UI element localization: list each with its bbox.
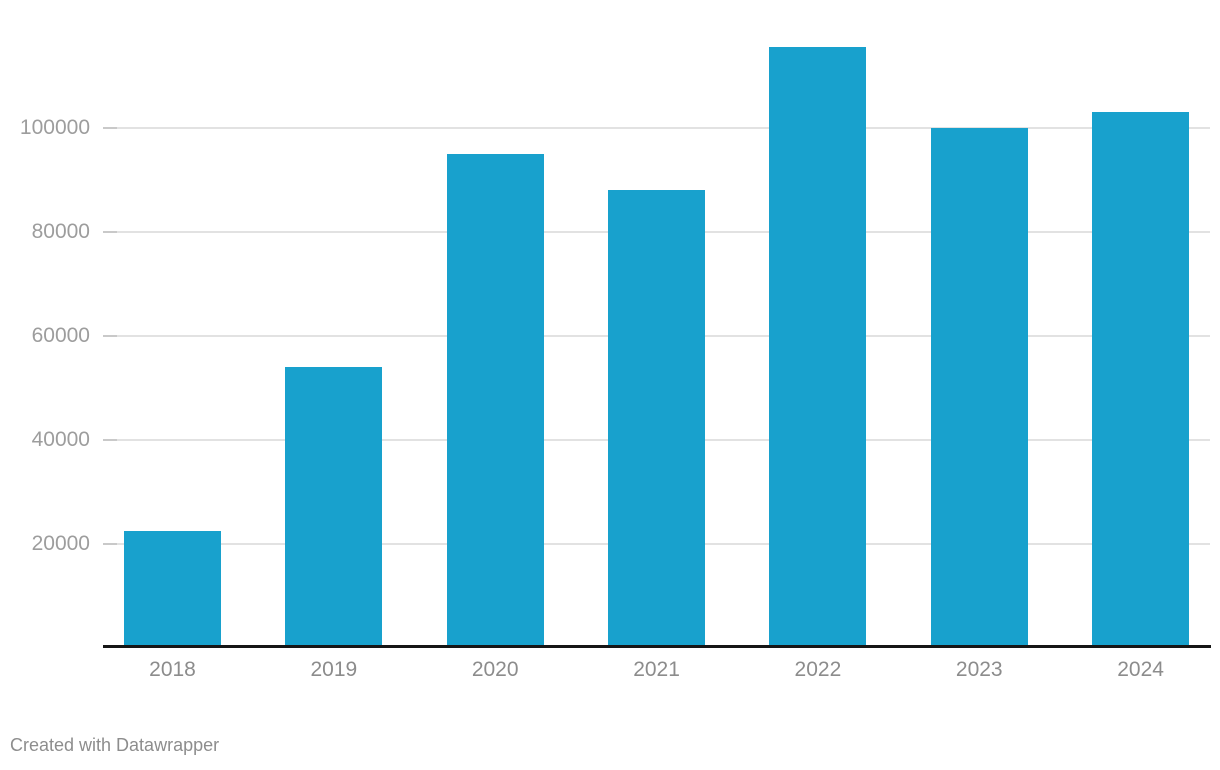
y-axis-label-20000: 20000 [31,532,90,555]
y-axis-label-100000: 100000 [19,116,90,139]
y-tick-mark [103,543,117,545]
x-axis-label-2020: 2020 [471,658,519,681]
x-axis-label-2018: 2018 [149,658,196,681]
x-axis-label-2024: 2024 [1117,658,1164,681]
x-axis-label-2023: 2023 [955,658,1003,681]
bar-2021 [608,190,706,648]
y-tick-mark [103,127,117,129]
y-tick-mark [103,231,117,233]
gridline-100000 [103,127,1210,129]
bar-2020 [446,154,544,648]
bar-2022 [769,47,867,648]
x-axis-label-2021: 2021 [633,658,680,681]
y-axis-label-60000: 60000 [31,324,90,347]
attribution-link[interactable]: Created with Datawrapper [10,735,220,755]
bar-2023 [930,128,1028,648]
y-axis-label-40000: 40000 [31,428,90,451]
y-tick-mark [103,439,117,441]
x-axis-label-2019: 2019 [310,658,358,681]
bar-2019 [285,367,383,648]
bar-2024 [1092,112,1190,648]
y-tick-mark [103,335,117,337]
x-axis-line [103,645,1211,648]
x-axis-label-2022: 2022 [794,658,842,681]
bar-2018 [124,531,221,648]
y-axis-label-80000: 80000 [31,220,90,243]
